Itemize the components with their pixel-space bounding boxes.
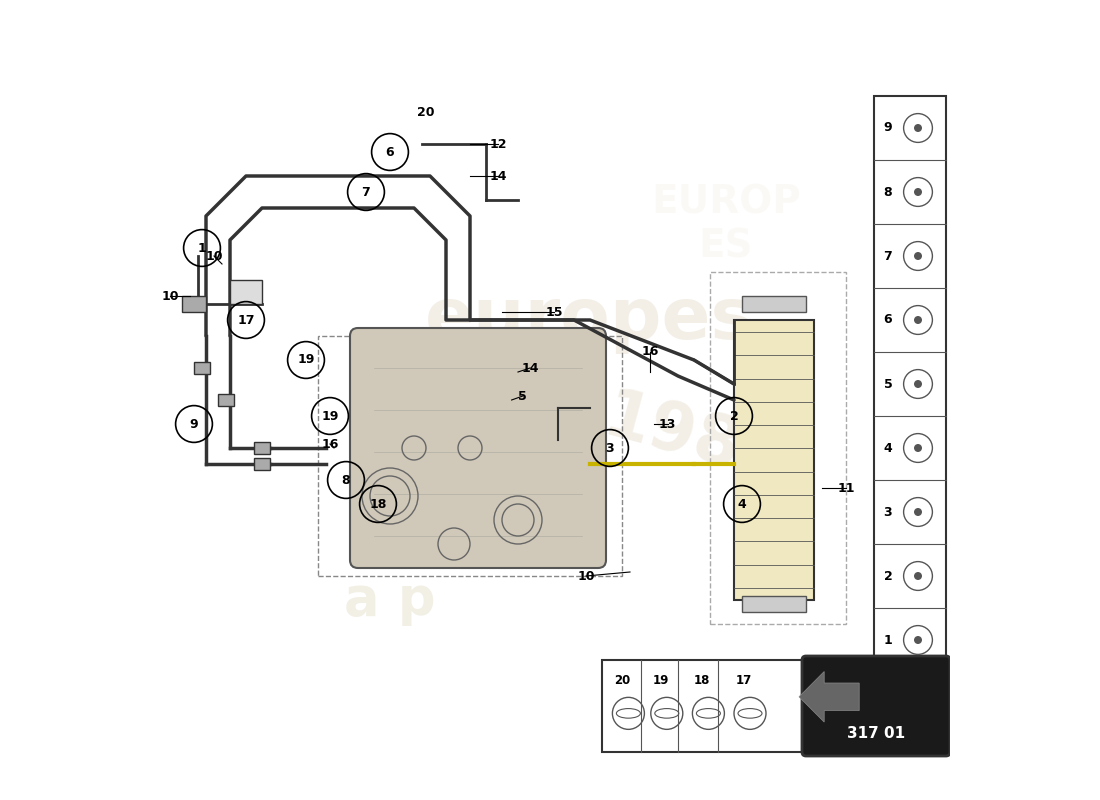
Bar [254,442,270,454]
Text: 20: 20 [417,106,434,118]
Text: 5: 5 [883,378,892,390]
Text: 15: 15 [546,306,563,318]
Text: 16: 16 [321,438,339,450]
Text: 1985: 1985 [596,384,792,496]
Text: 2: 2 [729,410,738,422]
FancyBboxPatch shape [350,328,606,568]
FancyArrow shape [799,671,859,722]
Bar [194,362,210,374]
Text: 16: 16 [641,346,659,358]
Text: 14: 14 [521,362,539,374]
Circle shape [914,188,922,196]
Bar [734,320,814,600]
Text: 19: 19 [297,354,315,366]
Circle shape [914,572,922,580]
Bar [230,280,262,304]
Text: 8: 8 [883,186,892,198]
Text: 13: 13 [659,418,676,430]
Text: 4: 4 [883,442,892,454]
Text: 2: 2 [883,570,892,582]
Bar [254,458,270,470]
Circle shape [914,316,922,324]
Text: 20: 20 [614,674,630,687]
Bar [318,336,622,576]
FancyBboxPatch shape [802,656,950,756]
Bar [742,596,806,612]
Text: 9: 9 [883,122,892,134]
Text: EUROP
ES: EUROP ES [651,183,801,265]
Text: 10: 10 [578,570,595,582]
Text: 11: 11 [837,482,855,494]
Text: 8: 8 [342,474,350,486]
Text: 18: 18 [694,674,711,687]
Text: 10: 10 [162,290,178,302]
Text: 3: 3 [883,506,892,518]
Text: 317 01: 317 01 [847,726,905,741]
Bar [710,272,846,624]
Text: 17: 17 [238,314,255,326]
Bar [218,394,234,406]
Circle shape [914,508,922,516]
Circle shape [914,124,922,132]
Text: 10: 10 [206,250,222,262]
Text: 3: 3 [606,442,614,454]
Text: 7: 7 [883,250,892,262]
Text: 9: 9 [189,418,198,430]
Text: 4: 4 [738,498,747,510]
Text: a p: a p [344,574,436,626]
Text: europes: europes [426,286,755,354]
Bar [742,296,806,312]
Text: 1: 1 [198,242,207,254]
Text: 14: 14 [490,170,507,182]
Text: 19: 19 [321,410,339,422]
Text: 17: 17 [736,674,752,687]
Text: 6: 6 [386,146,394,158]
Bar [874,96,946,672]
Text: 1: 1 [883,634,892,646]
Circle shape [914,444,922,452]
Bar [602,660,806,752]
Text: 7: 7 [362,186,371,198]
Circle shape [914,380,922,388]
Bar [182,296,206,312]
Text: 6: 6 [883,314,892,326]
Text: 12: 12 [490,138,507,150]
Circle shape [914,636,922,644]
Circle shape [914,252,922,260]
Text: 19: 19 [652,674,669,687]
Text: 18: 18 [370,498,387,510]
Text: 5: 5 [518,390,527,402]
